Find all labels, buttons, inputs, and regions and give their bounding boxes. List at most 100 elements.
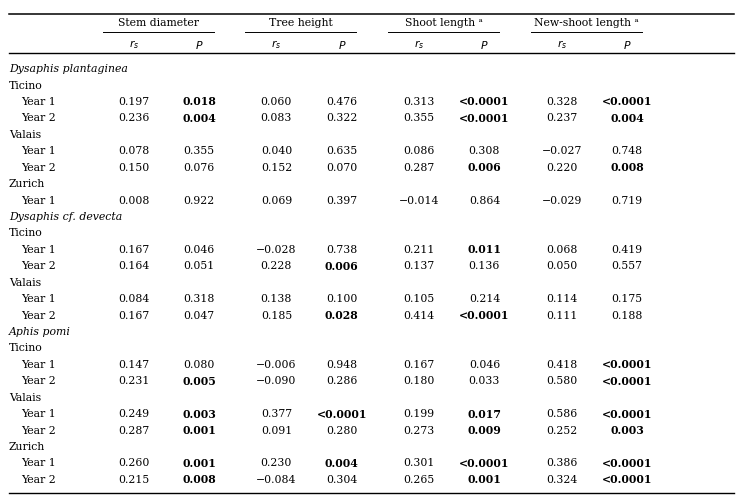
Text: 0.324: 0.324 xyxy=(546,475,577,485)
Text: 0.260: 0.260 xyxy=(118,459,149,469)
Text: 0.001: 0.001 xyxy=(182,425,216,436)
Text: 0.418: 0.418 xyxy=(546,360,577,370)
Text: 0.152: 0.152 xyxy=(261,163,292,173)
Text: Year 2: Year 2 xyxy=(21,426,56,436)
Text: 0.008: 0.008 xyxy=(182,475,216,486)
Text: Aphis pomi: Aphis pomi xyxy=(9,327,71,337)
Text: 0.236: 0.236 xyxy=(118,113,149,123)
Text: <0.0001: <0.0001 xyxy=(459,113,510,124)
Text: 0.220: 0.220 xyxy=(546,163,577,173)
Text: 0.009: 0.009 xyxy=(467,425,502,436)
Text: Tree height: Tree height xyxy=(269,18,333,28)
Text: $P$: $P$ xyxy=(195,39,204,51)
Text: Year 1: Year 1 xyxy=(21,97,56,107)
Text: 0.476: 0.476 xyxy=(326,97,357,107)
Text: 0.111: 0.111 xyxy=(546,310,577,320)
Text: New-shoot length ᵃ: New-shoot length ᵃ xyxy=(533,18,638,28)
Text: 0.265: 0.265 xyxy=(403,475,435,485)
Text: 0.188: 0.188 xyxy=(611,310,643,320)
Text: 0.748: 0.748 xyxy=(611,146,643,156)
Text: 0.230: 0.230 xyxy=(261,459,292,469)
Text: −0.027: −0.027 xyxy=(542,146,582,156)
Text: 0.414: 0.414 xyxy=(403,310,435,320)
Text: 0.003: 0.003 xyxy=(610,425,644,436)
Text: 0.004: 0.004 xyxy=(325,458,359,469)
Text: 0.180: 0.180 xyxy=(403,376,435,386)
Text: Year 2: Year 2 xyxy=(21,163,56,173)
Text: $r_s$: $r_s$ xyxy=(414,38,424,51)
Text: 0.050: 0.050 xyxy=(546,261,577,271)
Text: Ticino: Ticino xyxy=(9,229,42,239)
Text: 0.138: 0.138 xyxy=(261,294,292,304)
Text: 0.214: 0.214 xyxy=(469,294,500,304)
Text: $P$: $P$ xyxy=(480,39,489,51)
Text: 0.068: 0.068 xyxy=(546,245,577,255)
Text: $r_s$: $r_s$ xyxy=(129,38,139,51)
Text: <0.0001: <0.0001 xyxy=(602,359,652,370)
Text: 0.386: 0.386 xyxy=(546,459,577,469)
Text: 0.308: 0.308 xyxy=(469,146,500,156)
Text: <0.0001: <0.0001 xyxy=(602,96,652,107)
Text: 0.105: 0.105 xyxy=(403,294,435,304)
Text: 0.355: 0.355 xyxy=(184,146,215,156)
Text: 0.580: 0.580 xyxy=(546,376,577,386)
Text: Valais: Valais xyxy=(9,277,41,287)
Text: 0.273: 0.273 xyxy=(403,426,435,436)
Text: 0.100: 0.100 xyxy=(326,294,357,304)
Text: 0.060: 0.060 xyxy=(261,97,292,107)
Text: 0.046: 0.046 xyxy=(184,245,215,255)
Text: 0.231: 0.231 xyxy=(118,376,149,386)
Text: Year 2: Year 2 xyxy=(21,475,56,485)
Text: 0.557: 0.557 xyxy=(611,261,643,271)
Text: $P$: $P$ xyxy=(623,39,632,51)
Text: −0.090: −0.090 xyxy=(256,376,296,386)
Text: 0.078: 0.078 xyxy=(118,146,149,156)
Text: 0.215: 0.215 xyxy=(118,475,149,485)
Text: 0.313: 0.313 xyxy=(403,97,435,107)
Text: Zurich: Zurich xyxy=(9,442,45,452)
Text: 0.004: 0.004 xyxy=(182,113,216,124)
Text: 0.286: 0.286 xyxy=(326,376,357,386)
Text: 0.280: 0.280 xyxy=(326,426,357,436)
Text: 0.164: 0.164 xyxy=(118,261,149,271)
Text: Zurich: Zurich xyxy=(9,179,45,189)
Text: 0.167: 0.167 xyxy=(118,245,149,255)
Text: Valais: Valais xyxy=(9,130,41,140)
Text: Year 2: Year 2 xyxy=(21,113,56,123)
Text: 0.322: 0.322 xyxy=(326,113,357,123)
Text: 0.211: 0.211 xyxy=(403,245,435,255)
Text: 0.287: 0.287 xyxy=(118,426,149,436)
Text: Year 2: Year 2 xyxy=(21,261,56,271)
Text: 0.001: 0.001 xyxy=(467,475,502,486)
Text: 0.040: 0.040 xyxy=(261,146,292,156)
Text: 0.397: 0.397 xyxy=(326,196,357,206)
Text: 0.017: 0.017 xyxy=(467,409,502,420)
Text: Stem diameter: Stem diameter xyxy=(117,18,198,28)
Text: 0.070: 0.070 xyxy=(326,163,357,173)
Text: 0.076: 0.076 xyxy=(184,163,215,173)
Text: $r_s$: $r_s$ xyxy=(557,38,567,51)
Text: <0.0001: <0.0001 xyxy=(602,376,652,387)
Text: Year 2: Year 2 xyxy=(21,376,56,386)
Text: 0.018: 0.018 xyxy=(182,96,216,107)
Text: 0.069: 0.069 xyxy=(261,196,292,206)
Text: 0.635: 0.635 xyxy=(326,146,357,156)
Text: 0.738: 0.738 xyxy=(326,245,357,255)
Text: 0.001: 0.001 xyxy=(182,458,216,469)
Text: Year 2: Year 2 xyxy=(21,310,56,320)
Text: <0.0001: <0.0001 xyxy=(459,96,510,107)
Text: 0.167: 0.167 xyxy=(118,310,149,320)
Text: Dysaphis cf. devecta: Dysaphis cf. devecta xyxy=(9,212,122,222)
Text: −0.028: −0.028 xyxy=(256,245,296,255)
Text: −0.006: −0.006 xyxy=(256,360,296,370)
Text: 0.084: 0.084 xyxy=(118,294,149,304)
Text: 0.150: 0.150 xyxy=(118,163,149,173)
Text: Shoot length ᵃ: Shoot length ᵃ xyxy=(404,18,482,28)
Text: 0.046: 0.046 xyxy=(469,360,500,370)
Text: 0.028: 0.028 xyxy=(325,310,359,321)
Text: 0.301: 0.301 xyxy=(403,459,435,469)
Text: 0.147: 0.147 xyxy=(118,360,149,370)
Text: −0.084: −0.084 xyxy=(256,475,296,485)
Text: Valais: Valais xyxy=(9,393,41,403)
Text: 0.586: 0.586 xyxy=(546,409,577,419)
